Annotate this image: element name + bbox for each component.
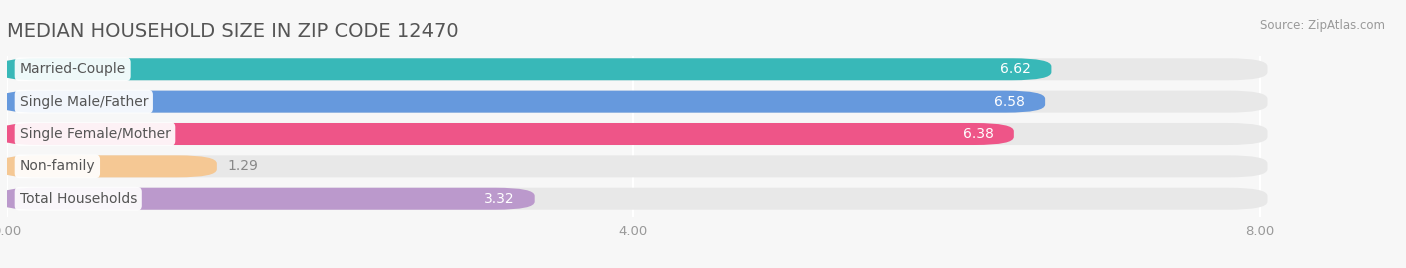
Text: Single Male/Father: Single Male/Father: [20, 95, 148, 109]
FancyBboxPatch shape: [0, 155, 1267, 177]
FancyBboxPatch shape: [0, 91, 1045, 113]
FancyBboxPatch shape: [0, 123, 1014, 145]
FancyBboxPatch shape: [0, 91, 1267, 113]
Text: Married-Couple: Married-Couple: [20, 62, 125, 76]
Text: Single Female/Mother: Single Female/Mother: [20, 127, 170, 141]
Text: 6.62: 6.62: [1000, 62, 1031, 76]
Text: Source: ZipAtlas.com: Source: ZipAtlas.com: [1260, 19, 1385, 32]
Text: Total Households: Total Households: [20, 192, 136, 206]
FancyBboxPatch shape: [0, 155, 217, 177]
FancyBboxPatch shape: [0, 188, 534, 210]
FancyBboxPatch shape: [0, 188, 1267, 210]
Text: 3.32: 3.32: [484, 192, 515, 206]
Text: 6.58: 6.58: [994, 95, 1025, 109]
Text: MEDIAN HOUSEHOLD SIZE IN ZIP CODE 12470: MEDIAN HOUSEHOLD SIZE IN ZIP CODE 12470: [7, 22, 458, 41]
FancyBboxPatch shape: [0, 58, 1052, 80]
FancyBboxPatch shape: [0, 58, 1267, 80]
FancyBboxPatch shape: [0, 123, 1267, 145]
Text: 1.29: 1.29: [228, 159, 259, 173]
Text: 6.38: 6.38: [963, 127, 994, 141]
Text: Non-family: Non-family: [20, 159, 96, 173]
